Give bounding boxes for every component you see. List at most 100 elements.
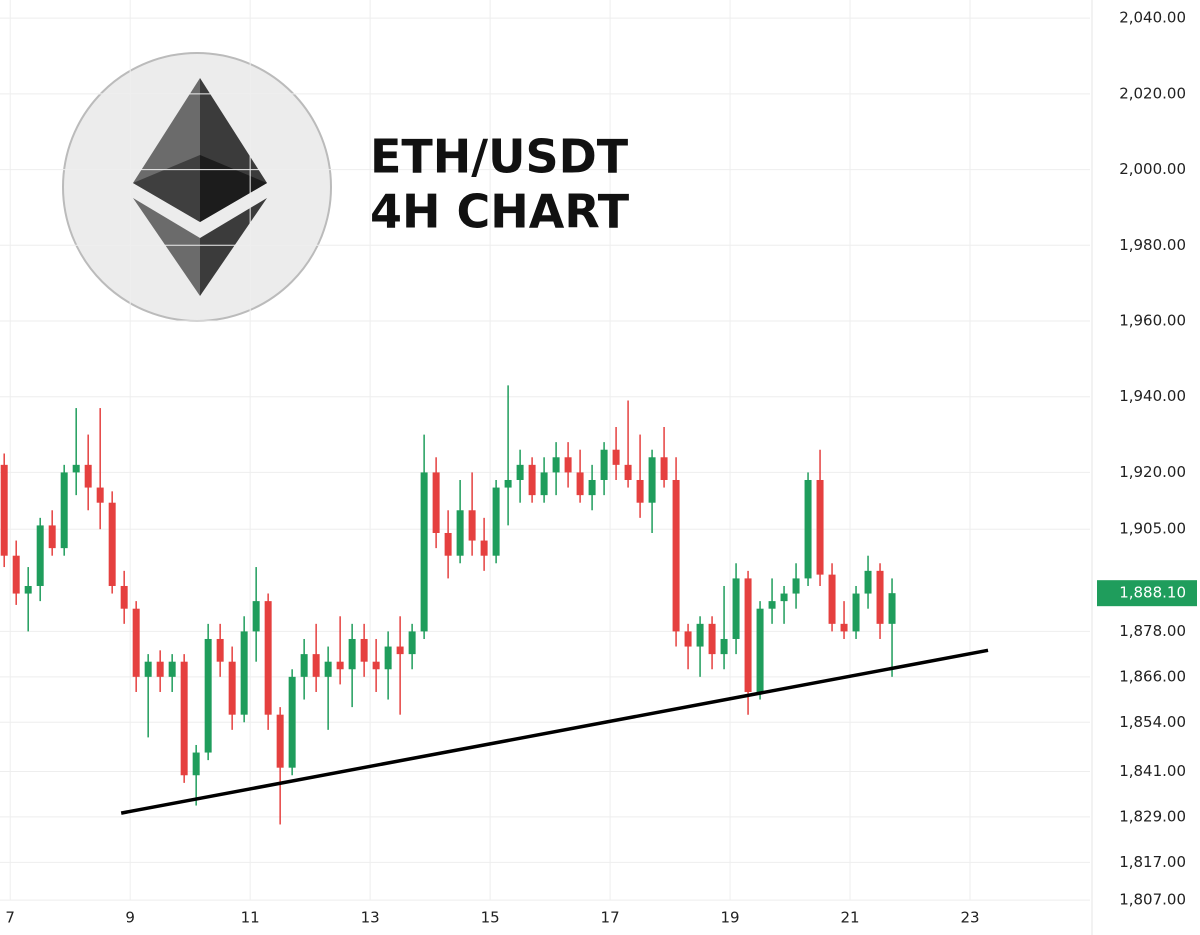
candle-body <box>204 638 212 753</box>
candle-body <box>264 601 272 715</box>
candle-body <box>420 472 428 632</box>
candle-body <box>72 464 80 473</box>
candle-body <box>300 654 308 677</box>
candle-body <box>108 502 116 586</box>
candle-body <box>360 638 368 662</box>
candle-body <box>708 623 716 655</box>
candle-body <box>588 479 596 496</box>
candle-body <box>216 638 224 662</box>
x-tick-label: 11 <box>241 909 260 927</box>
candle-body <box>192 752 200 776</box>
candle-body <box>672 479 680 632</box>
chart-title: ETH/USDT <box>370 130 629 184</box>
candle-body <box>456 510 464 556</box>
candle-body <box>12 555 20 594</box>
candle-body <box>744 578 752 692</box>
y-tick-label: 1,866.00 <box>1119 667 1186 685</box>
candle-body <box>468 510 476 541</box>
candle-body <box>852 593 860 632</box>
candle-body <box>168 661 176 677</box>
candle-body <box>144 661 152 677</box>
x-tick-label: 21 <box>840 909 859 927</box>
candle-body <box>240 631 248 715</box>
ethereum-logo <box>62 52 332 322</box>
chart-subtitle: 4H CHART <box>370 185 630 239</box>
candle-body <box>180 661 188 776</box>
candle-body <box>432 472 440 533</box>
y-tick-label: 1,905.00 <box>1119 520 1186 538</box>
candle-body <box>600 449 608 480</box>
candle-body <box>384 646 392 670</box>
candle-body <box>648 457 656 503</box>
candle-body <box>156 661 164 677</box>
candle-body <box>528 464 536 496</box>
x-tick-label: 15 <box>481 909 500 927</box>
candle-body <box>696 623 704 647</box>
candle-body <box>312 654 320 677</box>
candle-body <box>84 464 92 488</box>
y-tick-label: 1,940.00 <box>1119 387 1186 405</box>
y-tick-label: 2,040.00 <box>1119 9 1186 27</box>
y-tick-label: 1,920.00 <box>1119 463 1186 481</box>
y-tick-label: 1,841.00 <box>1119 762 1186 780</box>
candle-body <box>684 631 692 647</box>
candle-body <box>804 479 812 579</box>
candle-body <box>336 661 344 670</box>
x-tick-label: 7 <box>5 909 15 927</box>
candle-body <box>24 585 32 594</box>
candle-body <box>564 457 572 473</box>
x-tick-label: 23 <box>960 909 979 927</box>
candle-body <box>288 676 296 768</box>
candle-body <box>828 574 836 624</box>
trendline <box>120 648 989 815</box>
candle-body <box>756 608 764 692</box>
y-tick-label: 1,980.00 <box>1119 236 1186 254</box>
x-tick-label: 9 <box>125 909 135 927</box>
candle-body <box>888 593 896 624</box>
candle-body <box>492 487 500 556</box>
candle-body <box>276 714 284 768</box>
candle-body <box>876 570 884 624</box>
y-tick-label: 1,960.00 <box>1119 312 1186 330</box>
candle-body <box>408 631 416 655</box>
candle-body <box>132 608 140 677</box>
candle-body <box>252 601 260 632</box>
plot <box>0 385 989 825</box>
y-tick-label: 1,829.00 <box>1119 807 1186 825</box>
candle-body <box>444 532 452 556</box>
candle-body <box>576 472 584 496</box>
y-tick-label: 1,854.00 <box>1119 713 1186 731</box>
candle-body <box>612 449 620 465</box>
candle-body <box>660 457 668 480</box>
candle-body <box>324 661 332 677</box>
candle-body <box>840 623 848 632</box>
candle-body <box>720 638 728 655</box>
candle-body <box>636 479 644 503</box>
candle-body <box>516 464 524 480</box>
candle-body <box>48 525 56 549</box>
y-tick-label: 1,817.00 <box>1119 853 1186 871</box>
x-tick-label: 19 <box>721 909 740 927</box>
candle-body <box>792 578 800 594</box>
candle-body <box>480 540 488 556</box>
candle-body <box>0 464 8 556</box>
candle-body <box>780 593 788 602</box>
candle-body <box>540 472 548 496</box>
y-tick-label: 2,000.00 <box>1119 160 1186 178</box>
y-tick-label: 1,807.00 <box>1119 891 1186 909</box>
candle-body <box>120 585 128 609</box>
candle-body <box>816 479 824 575</box>
candle-body <box>768 601 776 609</box>
candle-body <box>348 638 356 670</box>
candle-body <box>60 472 68 549</box>
candle-body <box>228 661 236 715</box>
last-price-box <box>1097 580 1197 607</box>
candle-body <box>504 479 512 488</box>
candle-body <box>552 457 560 473</box>
candle-body <box>732 578 740 639</box>
candle-body <box>36 525 44 586</box>
candle-body <box>96 487 104 503</box>
y-tick-label: 2,020.00 <box>1119 84 1186 102</box>
x-tick-label: 13 <box>361 909 380 927</box>
